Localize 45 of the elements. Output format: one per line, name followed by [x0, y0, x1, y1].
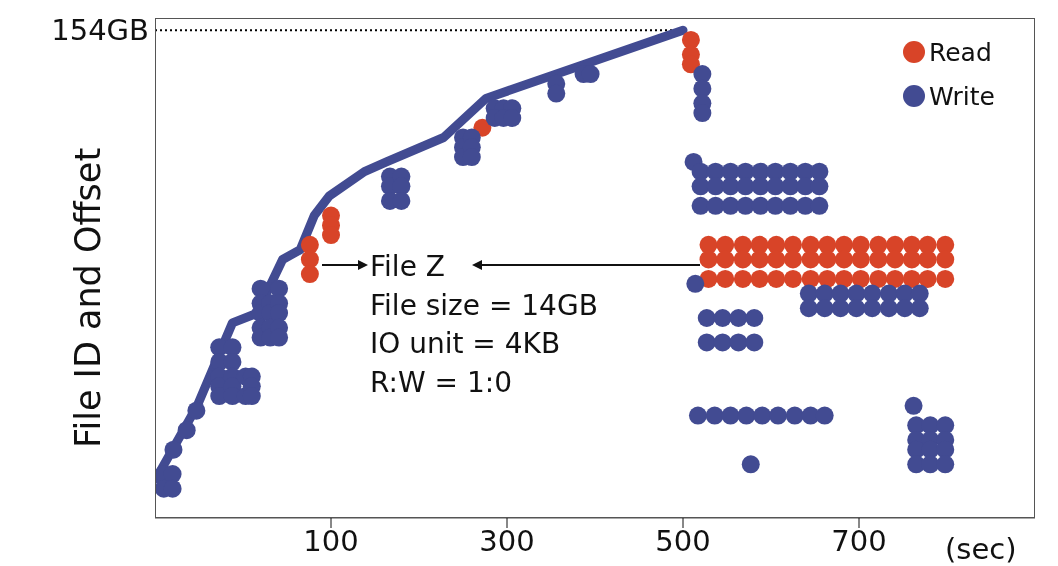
- annotation: File size = 14GB: [370, 287, 598, 324]
- point: [869, 250, 888, 269]
- x-tick-label: 100: [303, 523, 359, 558]
- x-tick-label: 300: [479, 523, 535, 558]
- annotation: R:W = 1:0: [370, 364, 514, 401]
- y-axis-title: File ID and Offset: [68, 147, 108, 449]
- point: [936, 235, 955, 254]
- point: [681, 30, 700, 49]
- point: [750, 250, 769, 269]
- point: [835, 250, 854, 269]
- x-axis-title: (sec): [945, 532, 1017, 566]
- point: [851, 250, 870, 269]
- legend-label: Write: [928, 81, 995, 111]
- annotation: IO unit = 4KB: [370, 326, 562, 362]
- point: [733, 250, 752, 269]
- point: [716, 269, 735, 288]
- point: [936, 250, 955, 269]
- point: [835, 269, 854, 288]
- point: [936, 269, 955, 288]
- point: [801, 250, 820, 269]
- point: [886, 250, 905, 269]
- annotation: File Z: [370, 249, 446, 285]
- point: [818, 250, 837, 269]
- point: [886, 269, 905, 288]
- point: [733, 269, 752, 288]
- point: [784, 235, 802, 254]
- point: [300, 235, 319, 254]
- point: [784, 269, 802, 288]
- point: [918, 269, 937, 288]
- point: [851, 269, 870, 288]
- point: [750, 269, 769, 288]
- point: [902, 250, 921, 269]
- point: [300, 265, 319, 284]
- point: [784, 250, 802, 269]
- point: [767, 269, 786, 288]
- point: [716, 250, 735, 269]
- legend-label: Read: [928, 37, 992, 67]
- point: [918, 250, 937, 269]
- x-tick-label: 500: [655, 523, 711, 558]
- point: [767, 250, 786, 269]
- ref-line-label: 154GB: [51, 13, 149, 48]
- point: [869, 269, 888, 288]
- x-tick-label: 700: [831, 523, 887, 558]
- point: [716, 235, 735, 254]
- point: [699, 250, 718, 269]
